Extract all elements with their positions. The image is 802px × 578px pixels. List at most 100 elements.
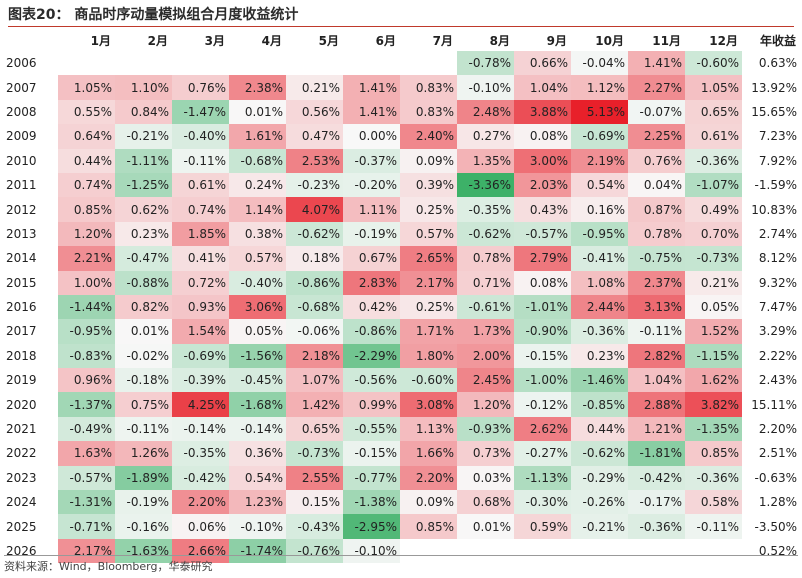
heatmap-cell: -0.68% [229,148,286,173]
heatmap-cell: -0.18% [115,368,172,393]
source-note: 资料来源：Wind，Bloomberg，华泰研究 [4,555,798,574]
heatmap-cell: -0.42% [628,465,685,491]
heatmap-cell: 1.61% [229,124,286,149]
heatmap-cell [172,51,229,75]
heatmap-cell: 2.48% [457,99,514,125]
heatmap-cell: 0.01% [229,99,286,125]
heatmap-cell: 0.75% [115,392,172,417]
heatmap-cell: 0.06% [172,514,229,539]
annual-return: 7.23% [758,129,797,144]
heatmap-cell: -0.62% [571,441,628,466]
heatmap-cell: 0.09% [400,490,457,515]
heatmap-cell: 1.23% [229,490,286,515]
heatmap-cell: -0.75% [628,246,685,271]
heatmap-cell: -2.95% [343,514,400,539]
heatmap-cell: 0.54% [229,465,286,491]
heatmap-cell: 1.08% [571,270,628,295]
heatmap-cell: -0.02% [115,343,172,369]
table-row: 2014 2.21% -0.47% 0.41% 0.57% 0.18% 0.67% 2.65%… [2,246,800,271]
heatmap-cell: 2.25% [628,124,685,149]
header-row: 1月 2月 3月 4月 5月 6月 7月 8月 9月 10月 11月 12月 年收益 [2,29,800,51]
table-row: 2010 0.44% -1.11% -0.11% -0.68% 2.53% -0.37% 0.… [2,148,800,173]
heatmap-cell: 0.73% [457,441,514,466]
heatmap-cell: -1.68% [229,392,286,417]
heatmap-cell: 0.15% [286,490,343,515]
heatmap-cell: -1.56% [229,343,286,369]
heatmap-cell: 2.62% [514,416,571,442]
heatmap-cell: 1.10% [115,75,172,100]
heatmap-cell: -0.17% [628,490,685,515]
month-header: 12月 [709,33,738,48]
heatmap-cell: 0.43% [514,197,571,222]
heatmap-cell: 1.13% [400,416,457,442]
heatmap-cell: 1.73% [457,319,514,344]
table-row: 2012 0.85% 0.62% 0.74% 1.14% 4.07% 1.11% 0.25% -… [2,197,800,222]
heatmap-cell: 1.41% [343,99,400,125]
heatmap-cell: 0.85% [58,197,115,222]
heatmap-cell: 2.45% [457,368,514,393]
table-row: 2022 1.63% 1.26% -0.35% 0.36% -0.73% -0.15% 1.6… [2,441,800,466]
annual-return: 7.92% [758,153,797,168]
heatmap-cell: 0.09% [400,148,457,173]
heatmap-cell: 0.65% [286,416,343,442]
year-label: 2016 [6,300,37,315]
year-label: 2019 [6,373,37,388]
heatmap-cell: -0.61% [457,294,514,320]
heatmap-cell: -0.49% [58,416,115,442]
heatmap-cell: -0.57% [514,221,571,247]
heatmap-cell: -1.15% [685,343,742,369]
year-label: 2021 [6,422,37,437]
month-header: 4月 [261,33,282,48]
heatmap-cell: 0.04% [628,172,685,198]
heatmap-cell: 0.23% [115,221,172,247]
heatmap-cell: 0.68% [457,490,514,515]
annual-return: 1.28% [758,495,797,510]
month-header: 10月 [595,33,624,48]
heatmap-cell: -0.10% [457,75,514,100]
heatmap-cell: 0.05% [229,319,286,344]
heatmap-cell: 0.61% [685,124,742,149]
annual-return: 2.20% [758,422,797,437]
heatmap-cell: 0.78% [457,246,514,271]
heatmap-cell [286,51,343,75]
heatmap-cell: -0.69% [571,124,628,149]
heatmap-cell: 0.16% [571,197,628,222]
heatmap-cell: -0.36% [685,148,742,173]
heatmap-cell: 2.03% [514,172,571,198]
heatmap-cell: 1.11% [343,197,400,222]
heatmap-cell: 0.03% [457,465,514,491]
heatmap-cell: -1.89% [115,465,172,491]
heatmap-cell: 2.82% [628,343,685,369]
heatmap-cell: 0.41% [172,246,229,271]
heatmap-cell: 0.82% [115,294,172,320]
heatmap-cell: 0.72% [172,270,229,295]
heatmap-cell: -0.93% [457,416,514,442]
heatmap-cell: 1.66% [400,441,457,466]
heatmap-cell: -1.13% [514,465,571,491]
heatmap-cell [58,51,115,75]
heatmap-cell: -1.01% [514,294,571,320]
month-header: 11月 [652,33,681,48]
heatmap-cell: 2.44% [571,294,628,320]
heatmap-cell: -0.14% [172,416,229,442]
heatmap-cell: 1.07% [286,368,343,393]
heatmap-cell: -0.55% [343,416,400,442]
heatmap-cell: 1.12% [571,75,628,100]
year-label: 2025 [6,519,37,534]
heatmap-cell: 2.66% [172,538,229,564]
heatmap-cell: 1.71% [400,319,457,344]
heatmap-cell: -0.62% [457,221,514,247]
annual-return: 3.29% [758,324,797,339]
heatmap-cell: 0.44% [58,148,115,173]
heatmap-cell: -0.71% [58,514,115,539]
heatmap-cell: 4.07% [286,197,343,222]
heatmap-cell: -0.11% [172,148,229,173]
heatmap-cell: -0.29% [571,465,628,491]
heatmap-cell: 0.47% [286,124,343,149]
heatmap-cell: 0.21% [685,270,742,295]
heatmap-cell: 2.20% [172,490,229,515]
heatmap-cell: 0.36% [229,441,286,466]
heatmap-cell: -0.60% [400,368,457,393]
heatmap-cell: -0.21% [115,124,172,149]
annual-return: 8.12% [758,251,797,266]
